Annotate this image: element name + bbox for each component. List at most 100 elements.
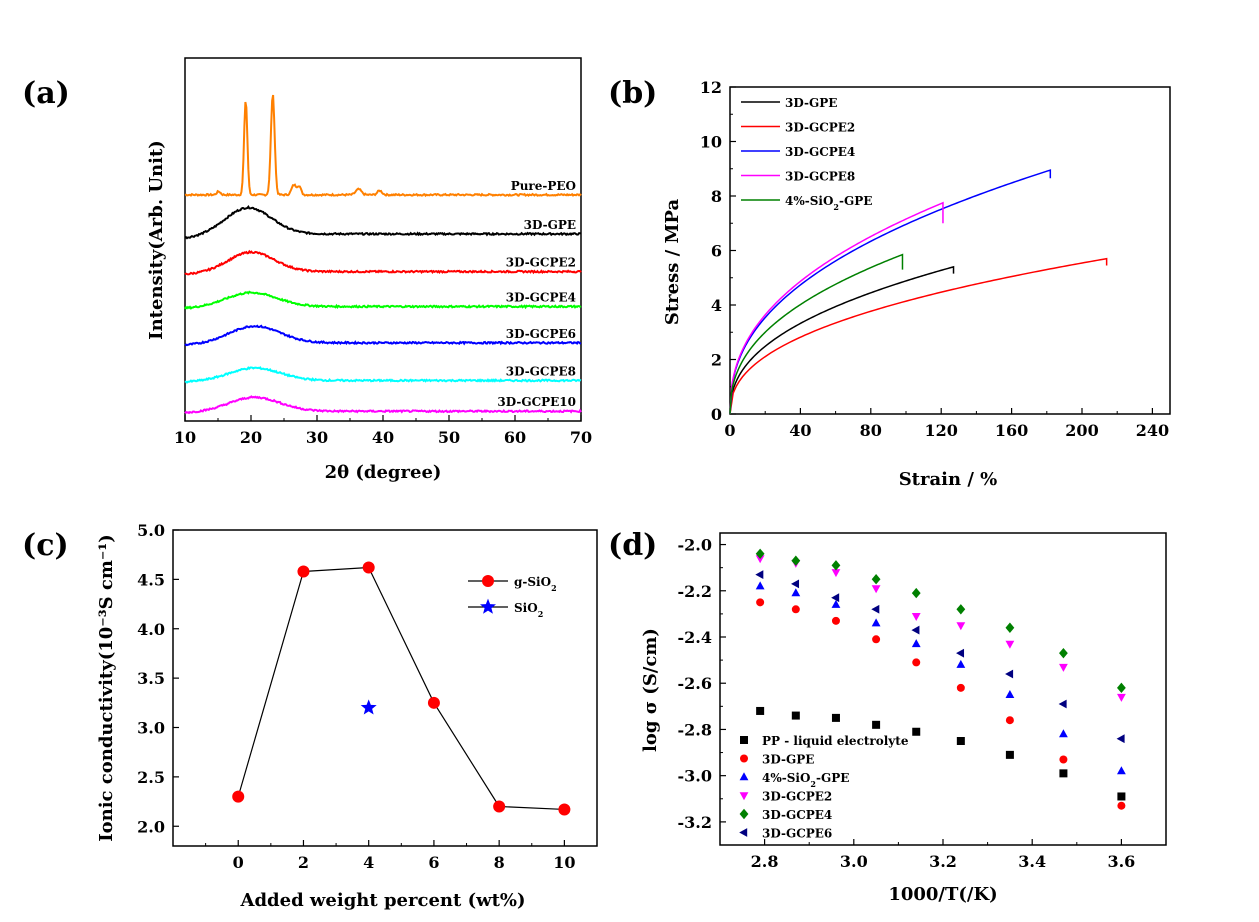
panel-a-curve (184, 205, 582, 240)
panel-c-point (232, 790, 245, 803)
panel-c-xtick-label: 10 (553, 853, 575, 872)
panel-d-legend-label: 3D-GCPE4 (762, 808, 832, 822)
panel-d-point (911, 625, 920, 635)
panel-a-series-label: 3D-GCPE2 (506, 256, 576, 270)
panel-a-curve (184, 366, 582, 384)
panel-d-point (1117, 682, 1126, 694)
panel-c-xtick-label: 0 (233, 853, 244, 872)
panel-d-legend-marker (739, 792, 749, 801)
panel-b-ytick-label: 0 (711, 405, 722, 424)
panel-d-point (1116, 734, 1125, 744)
panel-d-point (1005, 750, 1014, 759)
panel-c-ytick-label: 2.5 (137, 768, 165, 787)
panel-d-point (1059, 663, 1068, 672)
panel-b-ytick-label: 2 (711, 351, 722, 370)
panel-b-label: (b) (608, 76, 657, 111)
panel-d-legend-marker (739, 772, 749, 781)
panel-d-point (871, 585, 881, 594)
panel-b-curve (729, 253, 904, 415)
panel-b-xtick-label: 200 (1065, 421, 1098, 440)
panel-d-point (911, 613, 921, 621)
panel-a-xtick-label: 70 (570, 428, 592, 447)
panel-d-xtick-label: 2.8 (751, 852, 779, 871)
panel-c-ylabel: Ionic conductivity(10⁻³S cm⁻¹) (96, 534, 117, 842)
panel-d-legend-label: 3D-GPE (762, 753, 814, 767)
panel-d-point (872, 635, 881, 644)
panel-d-legend-marker (739, 808, 749, 820)
panel-b-frame (729, 86, 1171, 415)
panel-d-ytick-label: -3.0 (678, 767, 712, 786)
panel-d-point (912, 727, 921, 736)
panel-d-point (756, 706, 765, 715)
panel-d-ytick-label: -2.2 (678, 582, 712, 601)
panel-c-point (427, 696, 440, 709)
panel-a-series-label: 3D-GCPE10 (497, 395, 576, 409)
panel-d-xtick-label: 3.4 (1018, 852, 1046, 871)
panel-d-legend-label: 3D-GCPE6 (762, 827, 832, 841)
panel-b-legend-label: 3D-GCPE4 (785, 145, 855, 159)
panel-a-series-label: 3D-GCPE4 (506, 291, 576, 305)
panel-c-ytick-label: 3.5 (137, 669, 165, 688)
panel-b-xtick-label: 0 (724, 421, 735, 440)
panel-d-point (1117, 792, 1126, 801)
panel-d-xtick-label: 3.0 (840, 852, 868, 871)
panel-c: (c) 0 2 4 6 8 10 2.0 2.5 3.0 3.5 4.0 4.5 5.0 g-SiO2 S… (22, 521, 598, 911)
panel-c-xtick-label: 8 (494, 853, 505, 872)
panel-d-xtick-label: 3.2 (929, 852, 957, 871)
panel-c-legend-label: SiO2 (514, 601, 543, 619)
panel-c-ytick-label: 4.5 (137, 570, 165, 589)
panel-c-ytick-label: 5.0 (137, 521, 165, 540)
panel-c-xtick-label: 4 (363, 853, 374, 872)
panel-a-series-label: 3D-GCPE6 (506, 327, 576, 341)
panel-c-point (362, 561, 375, 574)
panel-d-legend-marker (740, 736, 748, 744)
panel-d-point (871, 604, 880, 614)
panel-b-legend-label: 4%-SiO2-GPE (785, 194, 872, 212)
panel-d-point (791, 588, 801, 597)
panel-c-legend-marker (480, 598, 496, 614)
panel-d-point (1059, 647, 1068, 659)
panel-c-ytick-label: 4.0 (137, 620, 165, 639)
panel-d-point (956, 622, 966, 631)
panel-d-point (1005, 640, 1015, 649)
panel-d-point (831, 593, 840, 603)
panel-b: (b) 0 40 80 120 160 200 240 0 2 4 6 8 10 12 3D-GPE 3D-… (608, 76, 1171, 490)
panel-c-point (360, 699, 377, 715)
panel-b-xtick-label: 160 (995, 421, 1028, 440)
panel-d-point (791, 555, 801, 566)
panel-d-point (831, 616, 840, 625)
panel-a-xtick-label: 20 (240, 428, 262, 447)
panel-d-point (956, 737, 965, 745)
panel-d-point (1058, 699, 1067, 709)
panel-b-legend-label: 3D-GCPE2 (785, 121, 855, 135)
panel-d-ytick-label: -2.0 (678, 536, 712, 555)
panel-c-point (558, 803, 571, 816)
panel-d-legend-marker (740, 754, 748, 763)
panel-b-xlabel: Strain / % (899, 469, 998, 490)
panel-a-series-label: Pure-PEO (511, 179, 576, 193)
panel-c-xlabel: Added weight percent (wt%) (239, 890, 525, 911)
panel-a-xtick-label: 60 (504, 428, 526, 447)
panel-d-point (1059, 769, 1068, 778)
panel-d-point (1005, 716, 1014, 725)
panel-a-curve (184, 290, 582, 310)
panel-a-curve (184, 324, 582, 347)
panel-d-point (1117, 766, 1126, 775)
panel-d-point (871, 618, 881, 627)
panel-a-xtick-label: 10 (174, 428, 196, 447)
panel-d-point (1059, 755, 1068, 764)
panel-d-label: (d) (608, 528, 657, 563)
panel-c-frame (172, 529, 598, 847)
panel-d: (d) 2.8 3.0 3.2 3.4 3.6 -2.0 -2.2 -2.4 -2.6 -2.8 -… (608, 528, 1167, 905)
panel-d-ytick-label: -3.2 (678, 813, 712, 832)
panel-d-point (911, 639, 921, 648)
panel-d-ytick-label: -2.8 (678, 720, 712, 739)
panel-b-xtick-label: 120 (924, 421, 957, 440)
panel-d-point (956, 648, 965, 658)
panel-d-ytick-label: -2.4 (678, 628, 712, 647)
panel-a-curve (184, 249, 582, 276)
panel-d-point (912, 658, 921, 667)
panel-c-xtick-label: 2 (298, 853, 309, 872)
panel-c-point (493, 800, 506, 813)
panel-d-ylabel: log σ (S/cm) (640, 628, 661, 752)
